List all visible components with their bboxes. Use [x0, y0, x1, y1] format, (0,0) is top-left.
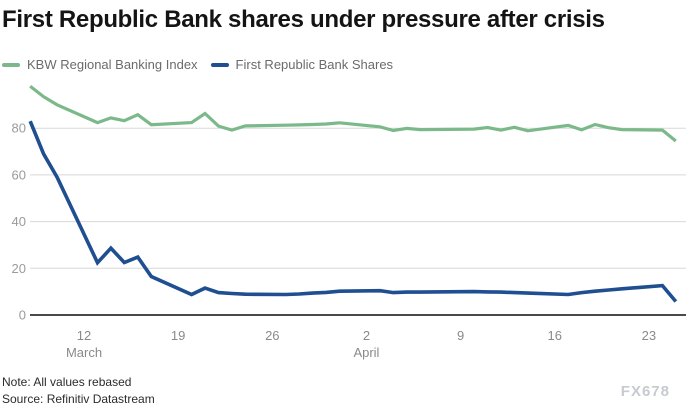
x-axis-month-label: April [353, 345, 379, 360]
y-axis-tick-label: 20 [12, 261, 26, 276]
source-text: Source: Refinitiv Datastream [2, 392, 155, 406]
x-axis-tick-label: 19 [171, 328, 185, 343]
x-axis-tick-label: 16 [548, 328, 562, 343]
legend-item-first-republic: First Republic Bank Shares [210, 57, 394, 72]
x-axis-tick-label: 9 [457, 328, 464, 343]
note-text: Note: All values rebased [2, 375, 132, 389]
x-axis-tick-label: 2 [363, 328, 370, 343]
y-axis-tick-label: 0 [19, 308, 26, 323]
first-republic-line-swatch-icon [210, 62, 229, 67]
series-line-0 [29, 84, 677, 143]
x-axis-tick-label: 12 [77, 328, 91, 343]
y-axis-tick-label: 80 [12, 121, 26, 136]
x-axis-tick-label: 26 [265, 328, 279, 343]
watermark-text: FX678 [620, 383, 670, 400]
legend-label: First Republic Bank Shares [235, 57, 394, 72]
footnotes: Note: All values rebased Source: Refinit… [2, 374, 155, 408]
y-axis-tick-label: 40 [12, 214, 26, 229]
series-line-1 [28, 120, 678, 303]
chart-title: First Republic Bank shares under pressur… [2, 6, 605, 33]
x-axis-month-label: March [66, 345, 102, 360]
legend-label: KBW Regional Banking Index [27, 57, 198, 72]
x-axis-tick-label: 23 [642, 328, 656, 343]
y-axis-tick-label: 60 [12, 167, 26, 182]
legend-item-kbw-index: KBW Regional Banking Index [2, 57, 198, 72]
kbw-index-line-swatch-icon [2, 62, 20, 67]
chart-legend: KBW Regional Banking Index First Republi… [2, 57, 393, 72]
